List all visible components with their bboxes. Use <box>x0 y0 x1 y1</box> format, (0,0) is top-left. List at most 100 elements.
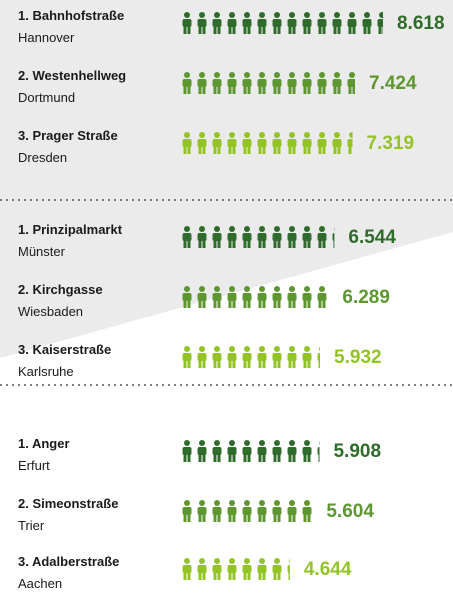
city-name: Erfurt <box>18 458 50 473</box>
person-body <box>197 233 207 241</box>
person-leg <box>243 86 247 94</box>
person-body <box>272 507 282 515</box>
person-leg <box>243 26 247 34</box>
street-name: 3. Prager Straße <box>18 128 118 143</box>
person-leg <box>232 454 236 462</box>
person-leg <box>202 514 206 522</box>
person-leg <box>303 514 307 522</box>
person-leg <box>247 240 251 248</box>
person-head <box>244 346 250 352</box>
person-leg <box>228 86 232 94</box>
person-body <box>317 353 321 361</box>
person-leg <box>273 572 277 580</box>
person-body <box>212 293 222 301</box>
person-leg <box>307 454 311 462</box>
person-leg <box>247 86 251 94</box>
person-head <box>319 286 325 292</box>
person-leg <box>323 360 326 368</box>
person-leg <box>243 514 247 522</box>
person-leg <box>213 240 217 248</box>
person-leg <box>333 26 337 34</box>
person-head <box>289 132 295 138</box>
person-body <box>257 565 267 573</box>
person-leg <box>277 454 281 462</box>
person-head <box>319 12 325 18</box>
person-body <box>242 79 252 87</box>
person-leg <box>228 572 232 580</box>
person-head <box>289 500 295 506</box>
person-leg <box>258 360 262 368</box>
person-head <box>319 226 325 232</box>
value-label: 4.644 <box>304 559 352 580</box>
person-leg <box>247 146 251 154</box>
street-name: 1. Anger <box>18 436 70 451</box>
person-leg <box>213 454 217 462</box>
person-leg <box>322 146 326 154</box>
value-label: 6.544 <box>348 227 396 248</box>
person-body <box>302 139 312 147</box>
person-head <box>214 226 220 232</box>
person-body <box>212 507 222 515</box>
city-name: Karlsruhe <box>18 364 74 379</box>
person-body <box>242 353 252 361</box>
person-body <box>197 447 207 455</box>
person-leg <box>352 146 353 154</box>
person-body <box>302 79 312 87</box>
person-leg <box>198 86 202 94</box>
person-body <box>242 565 252 573</box>
person-leg <box>318 240 322 248</box>
person-head <box>274 346 280 352</box>
person-leg <box>318 86 322 94</box>
person-leg <box>288 240 292 248</box>
person-leg <box>243 572 247 580</box>
person-leg <box>228 360 232 368</box>
person-body <box>197 507 207 515</box>
person-leg <box>262 300 266 308</box>
person-leg <box>258 26 262 34</box>
person-body <box>257 293 267 301</box>
person-leg <box>217 572 221 580</box>
person-leg <box>333 146 337 154</box>
person-leg <box>243 146 247 154</box>
person-leg <box>187 86 191 94</box>
city-name: Wiesbaden <box>18 304 83 319</box>
person-body <box>197 19 207 27</box>
person-body <box>317 293 327 301</box>
person-leg <box>288 454 292 462</box>
person-leg <box>288 86 292 94</box>
person-leg <box>183 146 187 154</box>
person-head <box>184 132 190 138</box>
person-body <box>197 79 207 87</box>
person-head <box>229 558 235 564</box>
person-head <box>229 346 235 352</box>
person-body <box>332 233 335 241</box>
person-body <box>317 79 327 87</box>
person-head <box>229 72 235 78</box>
person-leg <box>232 26 236 34</box>
person-body <box>377 19 383 27</box>
value-label: 5.908 <box>333 441 381 462</box>
person-body <box>302 507 312 515</box>
person-body <box>212 233 222 241</box>
person-leg <box>198 360 202 368</box>
person-body <box>257 233 267 241</box>
person-leg <box>213 514 217 522</box>
city-name: Aachen <box>18 576 62 591</box>
value-label: 7.424 <box>369 73 417 94</box>
person-head <box>259 500 265 506</box>
person-head <box>184 226 190 232</box>
person-body <box>227 79 237 87</box>
person-body <box>332 19 342 27</box>
person-leg <box>213 360 217 368</box>
person-leg <box>217 514 221 522</box>
person-leg <box>288 572 290 580</box>
person-leg <box>217 454 221 462</box>
person-leg <box>228 240 232 248</box>
person-head <box>259 226 265 232</box>
person-head <box>304 72 310 78</box>
person-leg <box>277 514 281 522</box>
person-body <box>257 447 267 455</box>
person-leg <box>273 240 277 248</box>
street-name: 1. Bahnhofstraße <box>18 8 124 23</box>
person-leg <box>322 300 326 308</box>
